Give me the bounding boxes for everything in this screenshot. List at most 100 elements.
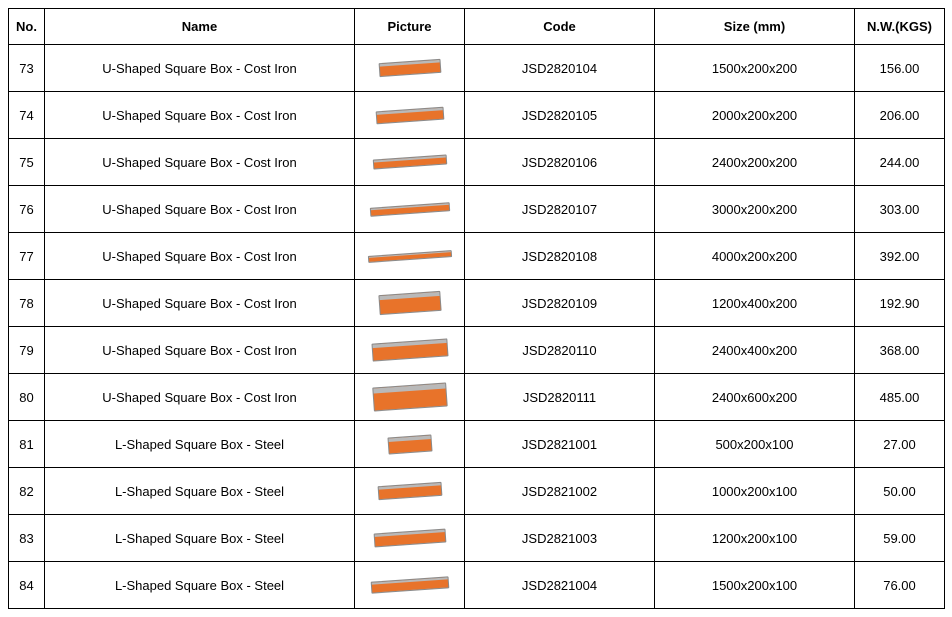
header-name: Name [45, 9, 355, 45]
cell-size: 2400x600x200 [655, 374, 855, 421]
header-size: Size (mm) [655, 9, 855, 45]
cell-name: U-Shaped Square Box - Cost Iron [45, 186, 355, 233]
cell-code: JSD2820108 [465, 233, 655, 280]
cell-picture [355, 327, 465, 374]
header-no: No. [9, 9, 45, 45]
cell-picture [355, 421, 465, 468]
cell-name: L-Shaped Square Box - Steel [45, 468, 355, 515]
table-row: 78U-Shaped Square Box - Cost Iron JSD2820… [9, 280, 945, 327]
product-image-icon [378, 291, 441, 315]
cell-size: 500x200x100 [655, 421, 855, 468]
cell-code: JSD2820106 [465, 139, 655, 186]
product-image-icon [371, 338, 448, 361]
cell-picture [355, 233, 465, 280]
cell-size: 3000x200x200 [655, 186, 855, 233]
header-code: Code [465, 9, 655, 45]
cell-nw: 485.00 [855, 374, 945, 421]
cell-nw: 206.00 [855, 92, 945, 139]
cell-name: U-Shaped Square Box - Cost Iron [45, 374, 355, 421]
cell-nw: 244.00 [855, 139, 945, 186]
cell-picture [355, 92, 465, 139]
cell-name: U-Shaped Square Box - Cost Iron [45, 139, 355, 186]
cell-picture [355, 280, 465, 327]
cell-size: 1000x200x100 [655, 468, 855, 515]
cell-size: 1200x200x100 [655, 515, 855, 562]
table-row: 74U-Shaped Square Box - Cost Iron JSD2820… [9, 92, 945, 139]
cell-size: 2400x400x200 [655, 327, 855, 374]
cell-code: JSD2821003 [465, 515, 655, 562]
cell-nw: 156.00 [855, 45, 945, 92]
cell-nw: 59.00 [855, 515, 945, 562]
cell-code: JSD2820104 [465, 45, 655, 92]
cell-code: JSD2820111 [465, 374, 655, 421]
cell-no: 75 [9, 139, 45, 186]
cell-no: 76 [9, 186, 45, 233]
cell-no: 78 [9, 280, 45, 327]
cell-no: 77 [9, 233, 45, 280]
cell-nw: 76.00 [855, 562, 945, 609]
cell-picture [355, 186, 465, 233]
cell-picture [355, 45, 465, 92]
table-row: 83L-Shaped Square Box - Steel JSD28210031… [9, 515, 945, 562]
cell-no: 73 [9, 45, 45, 92]
product-image-icon [372, 154, 447, 169]
cell-name: L-Shaped Square Box - Steel [45, 562, 355, 609]
cell-name: U-Shaped Square Box - Cost Iron [45, 45, 355, 92]
cell-no: 84 [9, 562, 45, 609]
product-image-icon [377, 482, 442, 500]
table-row: 77U-Shaped Square Box - Cost Iron JSD2820… [9, 233, 945, 280]
cell-nw: 192.90 [855, 280, 945, 327]
cell-name: L-Shaped Square Box - Steel [45, 421, 355, 468]
cell-no: 74 [9, 92, 45, 139]
cell-picture [355, 515, 465, 562]
cell-code: JSD2820105 [465, 92, 655, 139]
cell-picture [355, 374, 465, 421]
cell-code: JSD2820109 [465, 280, 655, 327]
cell-nw: 392.00 [855, 233, 945, 280]
table-row: 80U-Shaped Square Box - Cost Iron JSD2820… [9, 374, 945, 421]
product-image-icon [369, 202, 449, 217]
table-header-row: No. Name Picture Code Size (mm) N.W.(KGS… [9, 9, 945, 45]
table-row: 76U-Shaped Square Box - Cost Iron JSD2820… [9, 186, 945, 233]
cell-code: JSD2820110 [465, 327, 655, 374]
header-pic: Picture [355, 9, 465, 45]
table-row: 79U-Shaped Square Box - Cost Iron JSD2820… [9, 327, 945, 374]
cell-nw: 303.00 [855, 186, 945, 233]
cell-code: JSD2821002 [465, 468, 655, 515]
table-row: 82L-Shaped Square Box - Steel JSD28210021… [9, 468, 945, 515]
cell-no: 80 [9, 374, 45, 421]
product-image-icon [378, 59, 441, 77]
table-row: 81L-Shaped Square Box - Steel JSD28210015… [9, 421, 945, 468]
cell-picture [355, 139, 465, 186]
cell-no: 83 [9, 515, 45, 562]
cell-name: U-Shaped Square Box - Cost Iron [45, 327, 355, 374]
cell-no: 82 [9, 468, 45, 515]
cell-name: U-Shaped Square Box - Cost Iron [45, 92, 355, 139]
cell-code: JSD2821004 [465, 562, 655, 609]
cell-name: U-Shaped Square Box - Cost Iron [45, 280, 355, 327]
table-row: 73U-Shaped Square Box - Cost Iron JSD2820… [9, 45, 945, 92]
product-image-icon [372, 382, 447, 411]
cell-picture [355, 468, 465, 515]
cell-no: 79 [9, 327, 45, 374]
cell-size: 4000x200x200 [655, 233, 855, 280]
cell-name: U-Shaped Square Box - Cost Iron [45, 233, 355, 280]
cell-picture [355, 562, 465, 609]
table-row: 84L-Shaped Square Box - SteelJSD28210041… [9, 562, 945, 609]
cell-size: 1200x400x200 [655, 280, 855, 327]
product-image-icon [375, 106, 444, 124]
cell-size: 2400x200x200 [655, 139, 855, 186]
product-spec-table: No. Name Picture Code Size (mm) N.W.(KGS… [8, 8, 945, 609]
product-image-icon [367, 250, 451, 263]
cell-name: L-Shaped Square Box - Steel [45, 515, 355, 562]
cell-code: JSD2820107 [465, 186, 655, 233]
header-nw: N.W.(KGS) [855, 9, 945, 45]
product-image-icon [373, 529, 446, 548]
cell-no: 81 [9, 421, 45, 468]
cell-code: JSD2821001 [465, 421, 655, 468]
cell-nw: 27.00 [855, 421, 945, 468]
product-image-icon [387, 434, 432, 454]
cell-size: 1500x200x200 [655, 45, 855, 92]
product-image-icon [370, 576, 449, 593]
cell-nw: 50.00 [855, 468, 945, 515]
